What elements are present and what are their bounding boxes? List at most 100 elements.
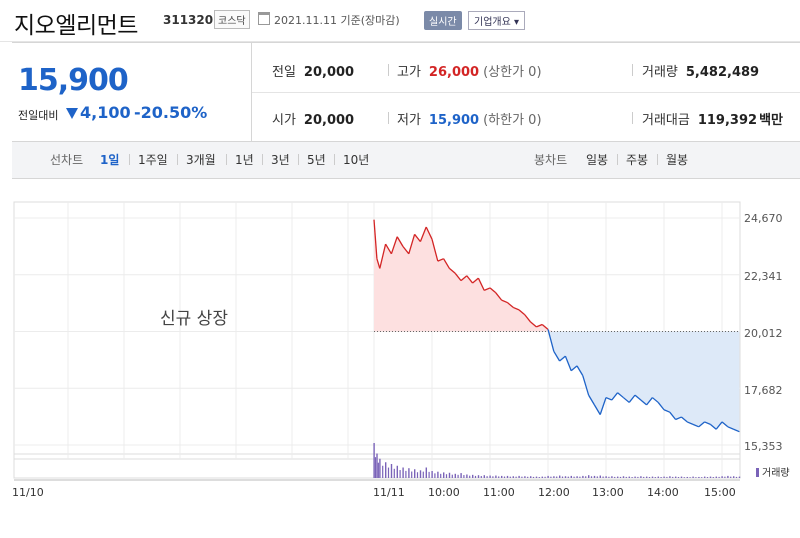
company-overview-dropdown[interactable]: 기업개요 ▾	[468, 11, 525, 30]
volume-bar	[521, 476, 523, 478]
volume-bar	[634, 476, 636, 478]
price-line-segment	[640, 399, 648, 406]
price-line-segment	[570, 365, 578, 372]
volume-bar	[666, 476, 668, 478]
price-line-segment	[698, 421, 706, 428]
change-amount: 4,100	[80, 103, 131, 122]
tab-1w[interactable]: 1주일	[138, 153, 168, 167]
low-price: 저가 15,900 (하한가 0)	[397, 113, 542, 128]
volume-bar	[396, 465, 398, 478]
price-line-segment	[721, 421, 729, 428]
price-line-segment	[727, 426, 734, 430]
volume-bar	[695, 477, 697, 478]
open-price: 시가 20,000	[272, 113, 355, 128]
tab-daily[interactable]: 일봉	[586, 153, 609, 167]
tab-1y[interactable]: 1년	[235, 153, 254, 167]
volume-bar	[538, 477, 540, 478]
price-line-segment	[448, 267, 456, 274]
price-line-segment	[599, 397, 607, 415]
tab-weekly[interactable]: 주봉	[626, 153, 649, 167]
chart-annotation: 신규 상장	[160, 309, 228, 329]
price-line-segment	[425, 226, 433, 240]
volume-bar	[373, 443, 375, 478]
volume-bar	[686, 476, 688, 478]
volume-bar	[451, 474, 453, 478]
price-line-segment	[396, 236, 404, 247]
volume-bar	[585, 476, 587, 478]
volume-bar	[735, 476, 738, 478]
realtime-button[interactable]: 실시간	[424, 11, 462, 30]
volume-bar	[715, 476, 717, 478]
volume-bar	[727, 475, 729, 478]
volume-bar	[733, 476, 735, 478]
price-line-segment	[657, 402, 665, 411]
volume-bar	[576, 476, 578, 478]
price-line-segment	[541, 323, 549, 330]
volume-bar	[434, 473, 436, 478]
tab-10y[interactable]: 10년	[343, 153, 370, 167]
price-line-segment	[553, 350, 561, 362]
volume-bar	[411, 471, 413, 478]
y-tick-label: 17,682	[744, 384, 783, 397]
volume-legend: 거래량	[756, 464, 790, 479]
tab-3y[interactable]: 3년	[271, 153, 290, 167]
price-line-segment	[501, 299, 508, 304]
stock-name: 지오엘리먼트	[14, 13, 138, 39]
volume-bar	[651, 476, 654, 478]
price-line-segment	[390, 236, 398, 255]
volume-bar	[416, 472, 419, 478]
volume-bar	[640, 476, 642, 478]
price-line-segment	[477, 277, 485, 291]
volume-bar	[443, 472, 445, 478]
tab-5y[interactable]: 5년	[307, 153, 326, 167]
chart-canvas	[13, 201, 741, 481]
price-line-segment	[634, 394, 642, 401]
volume-bar	[480, 476, 482, 478]
tab-1d[interactable]: 1일	[100, 153, 120, 167]
volume-bar	[567, 476, 569, 478]
volume-bar	[474, 475, 477, 478]
price-line-segment	[692, 423, 700, 428]
tab-monthly[interactable]: 월봉	[666, 153, 689, 167]
volume-bar	[680, 476, 683, 478]
volume-bar	[486, 476, 488, 478]
volume-bar	[541, 476, 543, 478]
current-price: 15,900	[18, 63, 129, 98]
price-line-segment	[489, 287, 497, 294]
price-line-segment	[669, 411, 677, 420]
price-line-segment	[547, 329, 555, 352]
volume-bar	[556, 476, 558, 478]
volume-bar	[596, 476, 598, 478]
volume-bar	[689, 477, 691, 478]
price-line-segment	[628, 394, 636, 403]
change-label: 전일대비	[18, 109, 59, 122]
quote-panel: 15,900 전일대비 4,100 -20.50% 전일 20,000 고가 26,…	[12, 42, 800, 141]
price-line-segment	[576, 365, 584, 376]
price-line-segment	[443, 258, 450, 269]
volume-bar	[385, 462, 387, 478]
tab-3m[interactable]: 3개월	[186, 153, 216, 167]
up-area	[374, 219, 740, 332]
volume-bar	[445, 474, 448, 478]
price-line-segment	[385, 243, 392, 255]
volume-bar	[625, 476, 627, 478]
volume-bar	[614, 476, 616, 478]
volume-bar	[669, 476, 671, 478]
price-line-segment	[373, 219, 378, 259]
price-line-segment	[379, 243, 387, 269]
volume-bar	[414, 469, 416, 478]
volume-bar	[547, 475, 549, 478]
volume-bar	[730, 476, 732, 478]
x-tick-label: 12:00	[538, 486, 570, 499]
volume-bar	[675, 476, 677, 478]
price-line-segment	[622, 397, 630, 403]
price-line-segment	[408, 234, 416, 255]
volume-bar	[498, 476, 500, 478]
price-chart: 신규 상장 24,670 22,341 20,012 17,682 15,353…	[0, 180, 800, 538]
volume-bar	[672, 476, 674, 478]
volume-bar	[469, 475, 471, 478]
price-line-segment	[564, 355, 572, 372]
volume-bar	[648, 477, 651, 478]
price-line-segment	[686, 421, 694, 425]
volume-bar	[437, 471, 439, 478]
